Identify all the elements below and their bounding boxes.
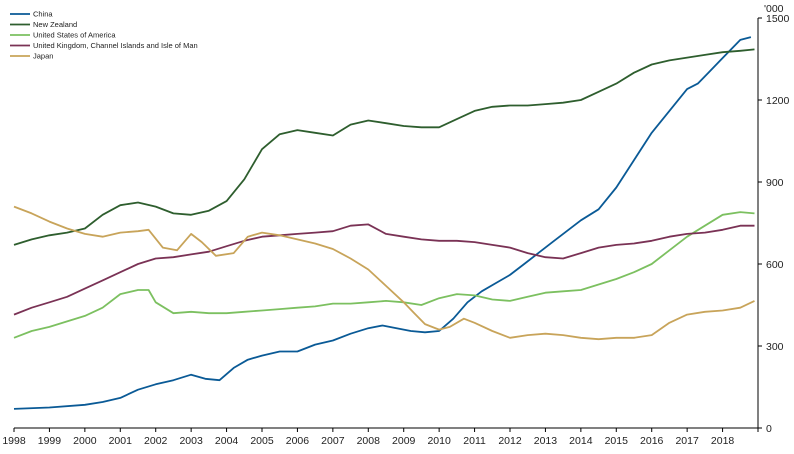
x-tick-label: 2016 — [640, 435, 664, 447]
x-tick-label: 2006 — [286, 435, 310, 447]
x-tick-label: 2004 — [215, 435, 239, 447]
y-tick-label: 600 — [766, 259, 784, 271]
x-tick-label: 2005 — [250, 435, 274, 447]
y-tick-label: 300 — [766, 341, 784, 353]
x-tick-label: 2017 — [675, 435, 699, 447]
legend-label: Japan — [33, 52, 53, 61]
series-line-china — [13, 36, 752, 410]
y-unit-label: '000 — [764, 3, 784, 15]
chart-series-lines — [13, 36, 755, 410]
x-tick-label: 2007 — [321, 435, 345, 447]
x-tick-label: 2011 — [463, 435, 486, 447]
x-tick-label: 2010 — [427, 435, 451, 447]
x-tick-label: 2013 — [534, 435, 558, 447]
x-tick-label: 2012 — [498, 435, 522, 447]
x-tick-label: 2008 — [357, 435, 381, 447]
x-tick-label: 2014 — [569, 435, 593, 447]
x-tick-label: 2002 — [144, 435, 168, 447]
x-tick-label: 2000 — [73, 435, 97, 447]
x-tick-label: 1998 — [2, 435, 26, 447]
y-tick-label: 0 — [766, 423, 772, 435]
legend-label: United Kingdom, Channel Islands and Isle… — [33, 41, 198, 50]
x-tick-label: 2018 — [711, 435, 735, 447]
y-tick-label: 900 — [766, 177, 784, 189]
x-tick-label: 2001 — [109, 435, 133, 447]
chart-axes: 0 300 600 900 1200 1500'000 1998 1999 2000 2001 20… — [2, 3, 789, 447]
series-line-new-zealand — [13, 48, 755, 246]
legend-label: China — [33, 10, 53, 19]
y-tick-label: 1500 — [766, 13, 790, 25]
x-tick-label: 1999 — [38, 435, 62, 447]
legend-label: New Zealand — [33, 20, 77, 29]
legend-label: United States of America — [33, 31, 116, 40]
y-tick-label: 1200 — [766, 95, 790, 107]
series-line-united-states-of-america — [13, 211, 755, 339]
x-tick-label: 2003 — [179, 435, 203, 447]
x-tick-label: 2009 — [392, 435, 416, 447]
series-line-united-kingdom-channel-islands-and-isle-of-man — [13, 223, 755, 316]
x-tick-label: 2015 — [605, 435, 629, 447]
series-line-japan — [13, 205, 755, 341]
